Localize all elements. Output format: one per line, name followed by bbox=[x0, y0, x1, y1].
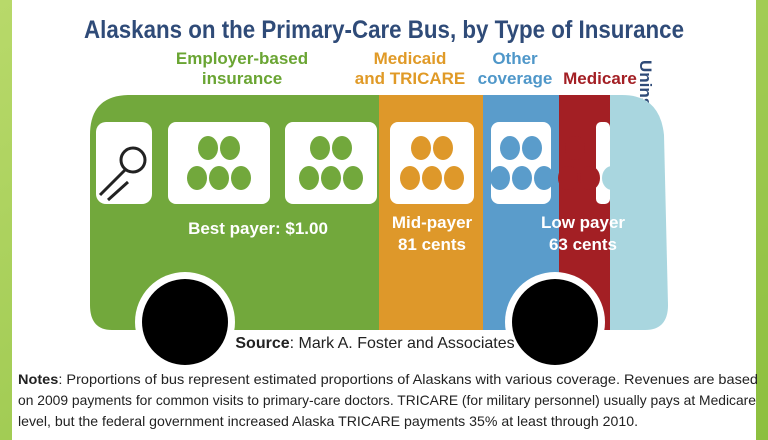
passenger bbox=[444, 166, 464, 190]
passenger bbox=[299, 166, 319, 190]
passenger bbox=[321, 166, 341, 190]
payer-label: Mid-payer bbox=[392, 213, 473, 232]
payer-label: Best payer: $1.00 bbox=[188, 219, 328, 238]
passengers bbox=[187, 136, 622, 190]
segment-label: insurance bbox=[202, 69, 282, 88]
passenger bbox=[602, 166, 622, 190]
segment-label: Medicaid bbox=[374, 49, 447, 68]
passenger bbox=[512, 166, 532, 190]
notes-line: on 2009 payments for common visits to pr… bbox=[18, 392, 756, 408]
payer-label: 81 cents bbox=[398, 235, 466, 254]
passenger bbox=[558, 166, 578, 190]
segment-label: Medicare bbox=[563, 69, 637, 88]
passenger bbox=[332, 136, 352, 160]
passenger bbox=[231, 166, 251, 190]
notes-text: : Proportions of bus represent estimated… bbox=[58, 371, 758, 387]
notes-label: Notes bbox=[18, 371, 59, 387]
passenger bbox=[490, 166, 510, 190]
source-text: : Mark A. Foster and Associates bbox=[290, 335, 515, 352]
source: Source: Mark A. Foster and Associates bbox=[235, 335, 514, 352]
passenger bbox=[433, 136, 453, 160]
segment-label: Other bbox=[492, 49, 538, 68]
passenger bbox=[220, 136, 240, 160]
wheels bbox=[135, 272, 605, 372]
segment-label: and TRICARE bbox=[355, 69, 466, 88]
passenger bbox=[198, 136, 218, 160]
passenger bbox=[422, 166, 442, 190]
passenger bbox=[500, 136, 520, 160]
title: Alaskans on the Primary-Care Bus, by Typ… bbox=[84, 16, 684, 44]
passenger bbox=[565, 136, 585, 160]
passenger bbox=[209, 166, 229, 190]
segment-label: Employer-based bbox=[176, 49, 308, 68]
windows bbox=[96, 122, 610, 204]
notes-line: level, but the federal government increa… bbox=[18, 413, 638, 429]
notes-line: Notes: Proportions of bus represent esti… bbox=[18, 371, 758, 387]
passenger bbox=[411, 136, 431, 160]
passenger bbox=[400, 166, 420, 190]
passenger bbox=[310, 136, 330, 160]
driver bbox=[98, 146, 147, 202]
passenger bbox=[580, 166, 600, 190]
passenger bbox=[534, 166, 554, 190]
passenger bbox=[522, 136, 542, 160]
passenger bbox=[187, 166, 207, 190]
payer-label: Low payer bbox=[541, 213, 625, 232]
segment-uninsured bbox=[610, 95, 668, 330]
payer-label: 63 cents bbox=[549, 235, 617, 254]
segment-label: coverage bbox=[478, 69, 553, 88]
passenger bbox=[343, 166, 363, 190]
source-label: Source bbox=[235, 335, 289, 352]
